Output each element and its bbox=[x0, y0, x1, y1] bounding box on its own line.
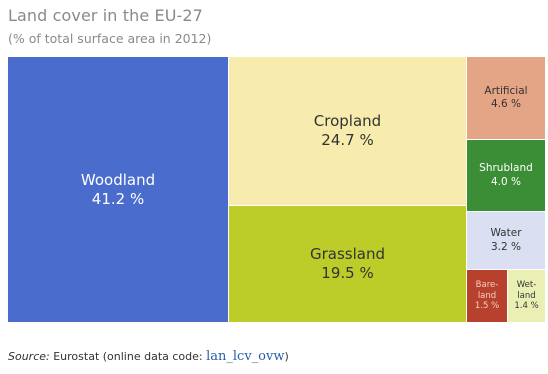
tile-value-woodland: 41.2 % bbox=[91, 189, 145, 208]
tile-wetland: Wet- land 1.4 % bbox=[508, 270, 546, 323]
tile-value-cropland: 24.7 % bbox=[321, 131, 374, 149]
tile-label-bareland: Bare- land bbox=[475, 280, 499, 301]
source-text: Eurostat (online data code: bbox=[49, 350, 207, 363]
tile-shrubland: Shrubland 4.0 % bbox=[467, 140, 546, 212]
tile-label-shrubland: Shrubland bbox=[479, 162, 533, 175]
source-label: Source: bbox=[8, 350, 50, 363]
tile-value-artificial: 4.6 % bbox=[490, 98, 521, 110]
tile-bareland: Bare- land 1.5 % bbox=[467, 270, 508, 323]
tile-label-woodland: Woodland bbox=[80, 170, 156, 189]
tile-artificial: Artificial 4.6 % bbox=[467, 57, 546, 140]
tile-label-artificial: Artificial bbox=[484, 84, 528, 97]
tile-value-bareland: 1.5 % bbox=[474, 301, 500, 312]
chart-title: Land cover in the EU-27 bbox=[8, 6, 203, 25]
tile-water: Water 3.2 % bbox=[467, 212, 546, 270]
tile-label-grassland: Grassland bbox=[310, 245, 385, 264]
source-data-code: lan_lcv_ovw bbox=[206, 349, 285, 364]
chart-subtitle: (% of total surface area in 2012) bbox=[8, 31, 212, 46]
tile-label-cropland: Cropland bbox=[313, 112, 382, 131]
tile-woodland: Woodland 41.2 % bbox=[8, 57, 229, 323]
tile-label-wetland: Wet- land bbox=[516, 280, 537, 301]
source-note: Source: Eurostat (online data code: lan_… bbox=[8, 349, 289, 364]
tile-grassland: Grassland 19.5 % bbox=[229, 206, 467, 323]
treemap-chart: Woodland 41.2 % Cropland 24.7 % Grassland 19.… bbox=[8, 57, 546, 323]
tile-value-grassland: 19.5 % bbox=[321, 264, 374, 282]
source-close: ) bbox=[284, 350, 289, 363]
tile-value-wetland: 1.4 % bbox=[514, 301, 539, 312]
tile-value-water: 3.2 % bbox=[490, 240, 521, 253]
tile-label-water: Water bbox=[490, 227, 522, 240]
tile-cropland: Cropland 24.7 % bbox=[229, 57, 467, 206]
tile-value-shrubland: 4.0 % bbox=[490, 175, 521, 188]
